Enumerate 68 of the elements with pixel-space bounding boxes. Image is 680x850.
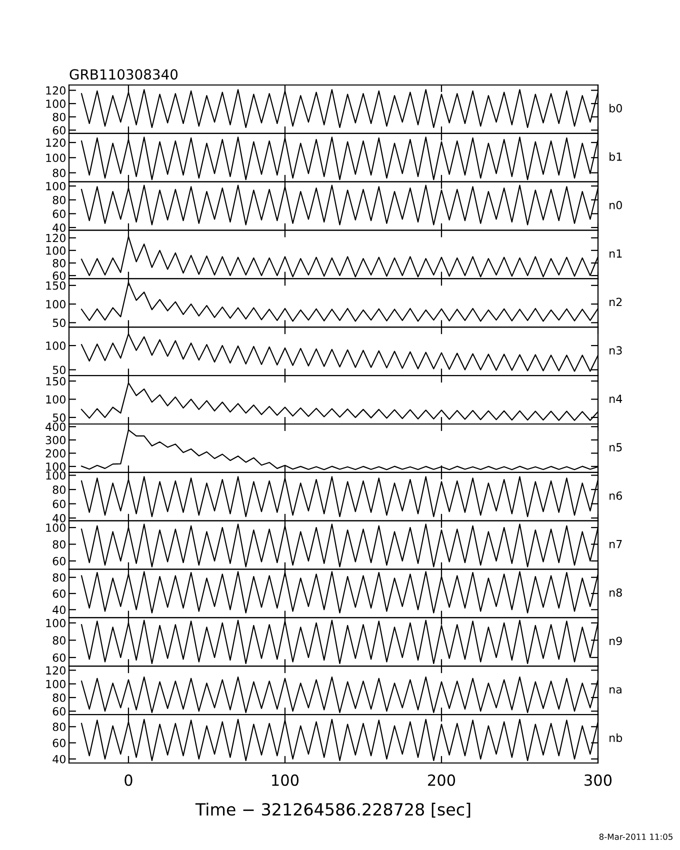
y-tick-label: 50 (52, 366, 66, 374)
y-tick-label: 60 (52, 589, 66, 598)
x-tick-label: 100 (272, 774, 299, 786)
y-tick-label: 400 (46, 422, 66, 432)
y-tick-label: 80 (52, 112, 66, 122)
y-tick-label: 60 (52, 272, 66, 280)
y-tick-label: 150 (46, 281, 66, 290)
y-tick-label: 80 (52, 196, 66, 204)
chart-title: GRB110308340 (70, 69, 178, 80)
y-tick-label: 60 (52, 653, 66, 662)
x-tick-label: 0 (124, 774, 132, 786)
y-tick-label: 40 (52, 514, 66, 522)
y-tick-label: 150 (46, 377, 66, 386)
y-tick-label: 60 (52, 126, 66, 134)
series-label: n0 (610, 200, 622, 210)
y-tick-label: 120 (46, 86, 66, 95)
series-label: n6 (610, 491, 622, 500)
y-tick-label: 120 (46, 666, 66, 675)
x-axis-title: Time − 321264586.228728 [sec] (195, 802, 470, 818)
legend-label: n1 (610, 249, 622, 258)
x-tick-label: 300 (584, 774, 612, 786)
y-tick-label: 80 (52, 573, 66, 582)
y-tick-label: 100 (46, 246, 66, 255)
y-tick-label: 100 (46, 395, 66, 404)
y-tick-label: 50 (52, 318, 66, 328)
y-tick-label: 60 (52, 556, 66, 566)
y-tick-label: 60 (52, 738, 66, 748)
y-tick-label: 80 (52, 168, 66, 178)
y-tick-label: 100 (46, 471, 66, 480)
legend-label: b0 (610, 104, 622, 112)
y-tick-label: 100 (46, 462, 66, 471)
y-tick-label: 60 (52, 707, 66, 716)
y-tick-label: 100 (46, 618, 66, 628)
x-tick-label: 200 (428, 774, 456, 786)
y-tick-label: 80 (52, 485, 66, 494)
y-tick-label: 100 (46, 154, 66, 162)
legend-label: n4 (610, 394, 622, 403)
legend-label: n7 (610, 540, 622, 548)
y-tick-label: 40 (52, 223, 66, 232)
y-tick-label: 80 (52, 258, 66, 268)
series-label: n9 (610, 636, 622, 646)
y-tick-label: 100 (46, 182, 66, 190)
series-label: b1 (610, 152, 622, 161)
y-tick-label: 100 (46, 680, 66, 688)
y-tick-label: 60 (52, 210, 66, 218)
series-label: n3 (610, 346, 622, 355)
y-tick-label: 100 (46, 300, 66, 308)
y-tick-label: 40 (52, 606, 66, 614)
legend-label: na (610, 687, 622, 694)
y-tick-label: 50 (52, 413, 66, 422)
y-tick-label: 80 (52, 693, 66, 702)
y-tick-label: 100 (46, 524, 66, 532)
y-tick-label: 80 (52, 636, 66, 645)
y-tick-label: 40 (52, 754, 66, 764)
y-tick-label: 100 (46, 342, 66, 350)
series-label: nb (610, 733, 622, 742)
series-label: n5 (610, 443, 622, 452)
text: 8-Mar-2011 11:05 (599, 834, 672, 840)
y-tick-label: 300 (46, 436, 66, 444)
y-tick-label: 80 (52, 722, 66, 732)
series-label: n2 (610, 298, 622, 306)
y-tick-label: 80 (52, 540, 66, 549)
y-tick-label: 120 (46, 138, 66, 147)
y-tick-label: 120 (46, 234, 66, 242)
y-tick-label: 60 (52, 500, 66, 508)
y-tick-label: 200 (46, 449, 66, 458)
y-tick-label: 100 (46, 100, 66, 108)
series-label: n8 (610, 588, 622, 597)
